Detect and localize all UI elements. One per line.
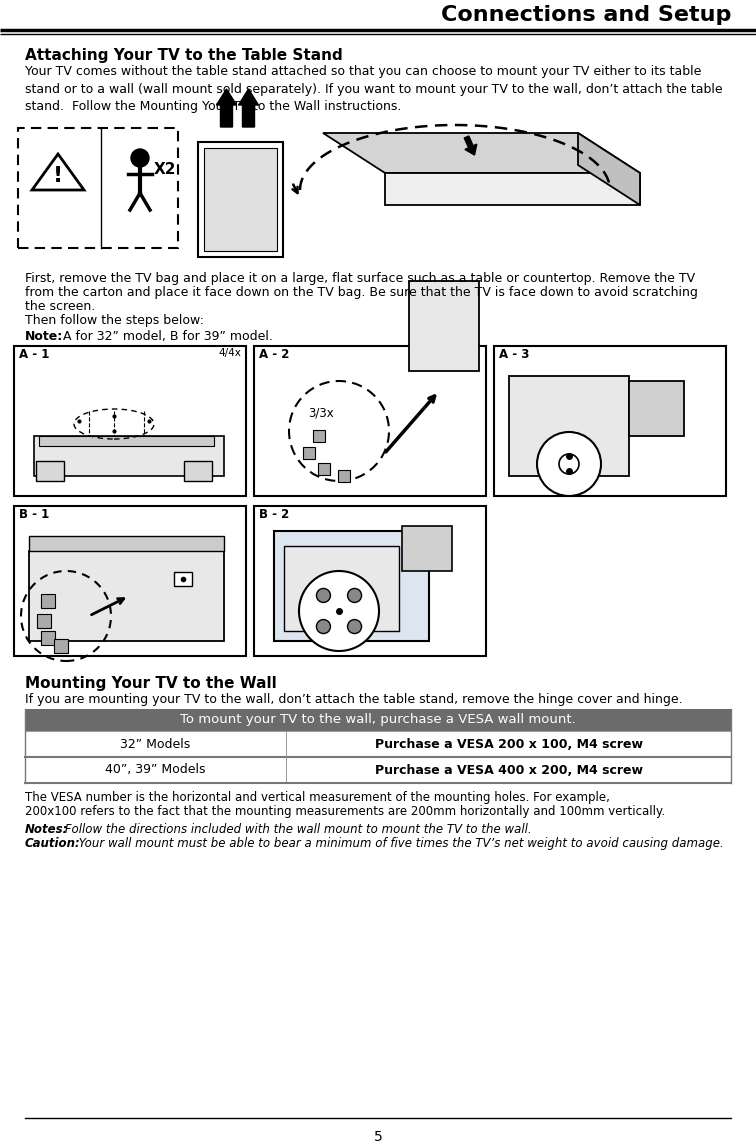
Circle shape [348,620,361,633]
Bar [41,631,55,645]
Circle shape [131,149,149,167]
Bar [198,142,283,257]
Polygon shape [578,133,640,205]
Polygon shape [323,133,640,173]
Bar [25,709,731,732]
Text: 40”, 39” Models: 40”, 39” Models [105,764,206,776]
Text: A - 3: A - 3 [499,347,529,361]
Text: Notes:: Notes: [25,823,68,836]
Text: Note:: Note: [25,330,64,343]
Bar [509,376,629,475]
Text: Attaching Your TV to the Table Stand: Attaching Your TV to the Table Stand [25,48,342,63]
Text: Purchase a VESA 400 x 200, M4 screw: Purchase a VESA 400 x 200, M4 screw [375,764,643,776]
FancyBboxPatch shape [18,128,178,248]
Bar [402,526,452,572]
Text: 200x100 refers to the fact that the mounting measurements are 200mm horizontally: 200x100 refers to the fact that the moun… [25,805,665,818]
Bar [409,281,479,371]
Text: X2: X2 [154,162,176,177]
Text: Purchase a VESA 200 x 100, M4 screw: Purchase a VESA 200 x 100, M4 screw [375,737,643,751]
Circle shape [317,620,330,633]
Bar [174,572,192,586]
Bar [629,381,684,435]
Text: Mounting Your TV to the Wall: Mounting Your TV to the Wall [25,676,277,692]
Bar [39,435,214,446]
Bar [54,639,68,653]
Bar [41,594,55,608]
Text: A - 2: A - 2 [259,347,290,361]
Bar [36,461,64,481]
Bar [284,546,399,631]
Bar [303,447,315,459]
Text: from the carton and place it face down on the TV bag. Be sure that the TV is fac: from the carton and place it face down o… [25,286,698,299]
Bar [313,430,325,442]
Bar [184,461,212,481]
Text: Your TV comes without the table stand attached so that you can choose to mount y: Your TV comes without the table stand at… [25,65,723,113]
Text: To mount your TV to the wall, purchase a VESA wall mount.: To mount your TV to the wall, purchase a… [180,713,576,727]
Text: First, remove the TV bag and place it on a large, flat surface such as a table o: First, remove the TV bag and place it on… [25,272,695,285]
FancyArrow shape [216,89,237,127]
Text: Your wall mount must be able to bear a minimum of five times the TV’s net weight: Your wall mount must be able to bear a m… [75,837,723,850]
Bar [494,346,726,496]
Text: 4/4x: 4/4x [218,347,241,358]
Text: Follow the directions included with the wall mount to mount the TV to the wall.: Follow the directions included with the … [61,823,531,836]
Text: !: ! [53,166,63,186]
Text: B - 2: B - 2 [259,507,290,521]
Bar [37,614,51,628]
Bar [29,551,224,641]
Bar [254,346,486,496]
Circle shape [317,589,330,602]
Circle shape [537,432,601,496]
Bar [14,346,246,496]
Circle shape [299,572,379,652]
Bar [14,506,246,656]
Polygon shape [32,154,84,190]
Text: Caution:: Caution: [25,837,81,850]
Bar [204,147,277,251]
Text: Then follow the steps below:: Then follow the steps below: [25,314,204,327]
Text: If you are mounting your TV to the wall, don’t attach the table stand, remove th: If you are mounting your TV to the wall,… [25,693,683,706]
Text: B - 1: B - 1 [19,507,49,521]
Bar [254,506,486,656]
Bar [318,463,330,475]
Text: Connections and Setup: Connections and Setup [441,5,731,25]
Text: the screen.: the screen. [25,299,95,313]
FancyArrow shape [464,136,477,155]
Text: A - 1: A - 1 [19,347,49,361]
Text: A for 32” model, B for 39” model.: A for 32” model, B for 39” model. [55,330,273,343]
Bar [338,470,350,482]
Circle shape [559,454,579,474]
Text: 32” Models: 32” Models [120,737,191,751]
Text: 5: 5 [373,1130,383,1143]
Polygon shape [385,173,640,205]
Polygon shape [34,435,224,475]
Text: 3/3x: 3/3x [308,406,334,419]
Bar [29,536,224,551]
FancyArrow shape [238,89,259,127]
Bar [274,531,429,641]
Text: The VESA number is the horizontal and vertical measurement of the mounting holes: The VESA number is the horizontal and ve… [25,791,610,804]
Circle shape [348,589,361,602]
